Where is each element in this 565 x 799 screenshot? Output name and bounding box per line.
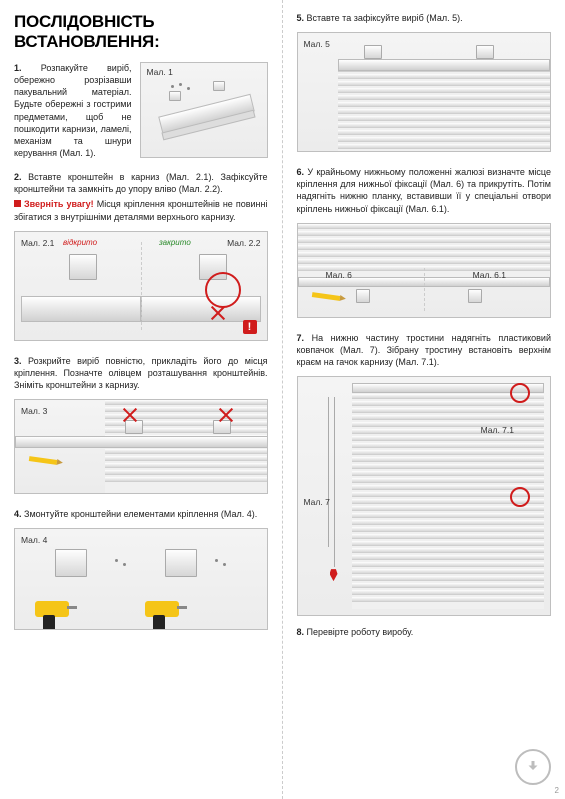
step-4-body: Змонтуйте кронштейни елементами кріпленн… [24, 509, 257, 519]
warning-icon: ! [243, 320, 257, 334]
step-2: 2. Вставте кронштейн в карниз (Мал. 2.1)… [14, 171, 268, 223]
step-3-text: 3. Розкрийте виріб повністю, прикладіть … [14, 355, 268, 391]
step-4: 4. Змонтуйте кронштейни елементами кріпл… [14, 508, 268, 520]
step-5: 5. Вставте та зафіксуйте виріб (Мал. 5). [297, 12, 552, 24]
figure-4: Мал. 4 [14, 528, 268, 630]
step-3: 3. Розкрийте виріб повністю, прикладіть … [14, 355, 268, 391]
step-7-body: На нижню частину тростини надягніть плас… [297, 333, 552, 367]
step-3-body: Розкрийте виріб повністю, прикладіть йог… [14, 356, 268, 390]
step-5-body: Вставте та зафіксуйте виріб (Мал. 5). [307, 13, 463, 23]
scroll-down-button[interactable] [515, 749, 551, 785]
step-2-body: Вставте кронштейн в карниз (Мал. 2.1). З… [14, 172, 268, 194]
figure-6-1-label: Мал. 6.1 [473, 270, 506, 280]
page-title: ПОСЛІДОВНІСТЬ ВСТАНОВЛЕННЯ: [14, 12, 268, 52]
step-8-body: Перевірте роботу виробу. [307, 627, 414, 637]
step-4-num: 4. [14, 509, 22, 519]
state-open-label: відкрито [63, 238, 97, 247]
figure-2-2-label: Мал. 2.2 [227, 238, 260, 248]
step-2-num: 2. [14, 172, 22, 182]
figure-4-label: Мал. 4 [21, 535, 47, 545]
arrow-down-icon [524, 758, 542, 776]
figure-7: Мал. 7.1 Мал. 7 [297, 376, 552, 616]
step-5-num: 5. [297, 13, 305, 23]
step-8: 8. Перевірте роботу виробу. [297, 626, 552, 638]
left-column: ПОСЛІДОВНІСТЬ ВСТАНОВЛЕННЯ: 1. Розпакуйт… [0, 0, 283, 799]
step-5-text: 5. Вставте та зафіксуйте виріб (Мал. 5). [297, 12, 552, 24]
step-1-text: 1. Розпакуйте виріб, обережно розрізавши… [14, 62, 132, 159]
step-6-num: 6. [297, 167, 305, 177]
figure-6: Мал. 6 Мал. 6.1 [297, 223, 552, 318]
step-6-body: У крайньому нижньому положенні жалюзі ви… [297, 167, 552, 213]
figure-3: Мал. 3 [14, 399, 268, 494]
page-number: 2 [555, 786, 559, 795]
right-column: 5. Вставте та зафіксуйте виріб (Мал. 5).… [283, 0, 565, 799]
step-8-num: 8. [297, 627, 305, 637]
attention-label: Зверніть увагу! [24, 199, 94, 209]
figure-1-label: Мал. 1 [147, 67, 173, 77]
step-6-text: 6. У крайньому нижньому положенні жалюзі… [297, 166, 552, 215]
figure-7-1-label: Мал. 7.1 [481, 425, 514, 435]
figure-5: Мал. 5 [297, 32, 552, 152]
step-6: 6. У крайньому нижньому положенні жалюзі… [297, 166, 552, 215]
drill-icon [145, 597, 191, 630]
figure-7-label: Мал. 7 [304, 497, 330, 507]
figure-1: Мал. 1 [140, 62, 268, 158]
step-1-body: Розпакуйте виріб, обережно розрізавши па… [14, 63, 132, 158]
figure-3-label: Мал. 3 [21, 406, 47, 416]
figure-6-label: Мал. 6 [326, 270, 352, 280]
step-2-text: 2. Вставте кронштейн в карниз (Мал. 2.1)… [14, 171, 268, 195]
step-7-num: 7. [297, 333, 305, 343]
step-1-num: 1. [14, 63, 22, 73]
figure-2-1-label: Мал. 2.1 [21, 238, 54, 248]
step-1: 1. Розпакуйте виріб, обережно розрізавши… [14, 62, 268, 159]
cord-tassel-icon [330, 569, 338, 581]
drill-icon [35, 597, 81, 630]
state-closed-label: закрито [159, 238, 191, 247]
step-7-text: 7. На нижню частину тростини надягніть п… [297, 332, 552, 368]
step-3-num: 3. [14, 356, 22, 366]
step-2-attention: Зверніть увагу! Місця кріплення кронштей… [14, 198, 268, 222]
step-4-text: 4. Змонтуйте кронштейни елементами кріпл… [14, 508, 268, 520]
step-7: 7. На нижню частину тростини надягніть п… [297, 332, 552, 368]
attention-square-icon [14, 200, 21, 207]
step-8-text: 8. Перевірте роботу виробу. [297, 626, 552, 638]
figure-5-label: Мал. 5 [304, 39, 330, 49]
figure-2: Мал. 2.1 Мал. 2.2 відкрито закрито ! [14, 231, 268, 341]
